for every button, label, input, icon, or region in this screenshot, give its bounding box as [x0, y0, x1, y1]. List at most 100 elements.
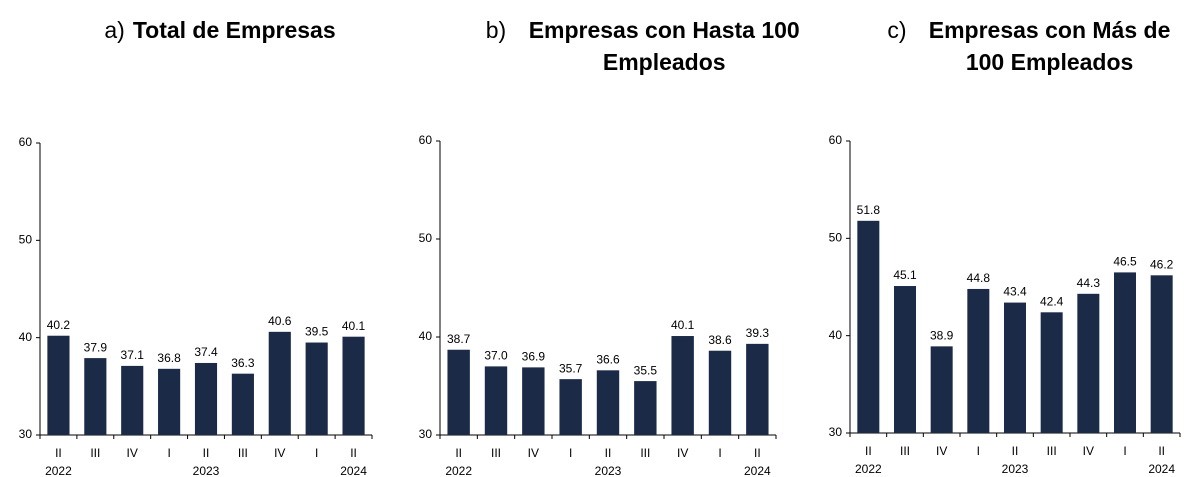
bar: [305, 342, 328, 435]
value-label: 39.3: [746, 326, 770, 340]
x-tick-label: I: [315, 446, 318, 460]
bar: [967, 288, 990, 433]
value-label: 40.1: [671, 318, 695, 332]
panel-label: b): [485, 17, 507, 43]
group-label: 2023: [595, 464, 622, 477]
chart-title: a) Total de Empresas: [40, 14, 400, 46]
y-tick-label: 50: [829, 231, 843, 245]
chart-title: c) Empresas con Más de 100 Empleados: [880, 14, 1192, 78]
group-label: 2022: [445, 464, 472, 477]
bar: [342, 336, 365, 435]
value-label: 37.0: [484, 349, 508, 363]
value-label: 45.1: [893, 268, 917, 282]
bar: [596, 370, 620, 435]
x-tick-label: IV: [936, 444, 947, 458]
x-tick-label: III: [640, 446, 650, 460]
bar: [84, 358, 107, 435]
value-label: 36.3: [231, 356, 255, 370]
value-label: 42.4: [1040, 294, 1064, 308]
x-tick-label: IV: [274, 446, 285, 460]
x-tick-label: II: [350, 446, 357, 460]
y-tick-label: 50: [419, 231, 433, 245]
bar: [746, 343, 769, 435]
y-tick-label: 30: [829, 425, 843, 439]
value-label: 44.8: [967, 271, 991, 285]
x-tick-label: I: [718, 446, 721, 460]
x-tick-label: III: [1047, 444, 1057, 458]
bar: [268, 331, 291, 435]
y-tick-label: 60: [829, 133, 843, 147]
bar: [194, 362, 218, 435]
bar: [1077, 293, 1100, 433]
x-tick-label: I: [977, 444, 980, 458]
value-label: 40.2: [47, 318, 71, 332]
bar: [930, 346, 953, 433]
y-tick-label: 60: [19, 135, 33, 149]
value-label: 37.9: [84, 340, 108, 354]
bar: [857, 220, 880, 433]
bar: [1114, 272, 1136, 433]
group-label: 2023: [1002, 462, 1029, 476]
value-label: 46.2: [1150, 257, 1174, 271]
bar: [231, 373, 254, 435]
x-tick-label: II: [203, 446, 210, 460]
x-tick-label: III: [491, 446, 501, 460]
panel-label: a): [104, 17, 125, 43]
panel-label: c): [887, 17, 907, 43]
x-tick-label: IV: [127, 446, 138, 460]
value-label: 38.9: [930, 329, 954, 343]
value-label: 40.1: [342, 319, 366, 333]
x-tick-label: II: [865, 444, 872, 458]
bar: [47, 335, 70, 435]
value-label: 37.1: [121, 348, 145, 362]
y-tick-label: 50: [19, 233, 33, 247]
x-tick-label: II: [754, 446, 761, 460]
x-tick-label: III: [238, 446, 248, 460]
value-label: 38.7: [447, 332, 471, 346]
chart-title: b) Empresas con Hasta 100 Empleados: [470, 14, 830, 78]
group-label: 2023: [193, 464, 220, 477]
group-label: 2024: [340, 464, 367, 477]
bar: [158, 368, 181, 435]
y-tick-label: 30: [19, 427, 33, 441]
value-label: 46.5: [1113, 255, 1137, 269]
x-tick-label: II: [455, 446, 462, 460]
bar: [671, 336, 694, 435]
x-tick-label: III: [900, 444, 910, 458]
y-tick-label: 40: [19, 330, 33, 344]
value-label: 37.4: [194, 345, 218, 359]
bar: [634, 381, 657, 435]
bar: [894, 286, 916, 433]
bar: [708, 350, 732, 435]
group-label: 2024: [1148, 462, 1175, 476]
bar: [1150, 275, 1173, 433]
x-tick-label: IV: [677, 446, 688, 460]
x-tick-label: II: [605, 446, 612, 460]
title-text: Empresas con Hasta 100 Empleados: [528, 17, 800, 75]
value-label: 51.8: [857, 203, 881, 217]
bar: [522, 367, 545, 435]
value-label: 36.6: [596, 352, 620, 366]
y-tick-label: 30: [419, 427, 433, 441]
x-tick-label: II: [1158, 444, 1165, 458]
value-label: 44.3: [1077, 276, 1101, 290]
bar: [559, 379, 582, 435]
x-tick-label: I: [1123, 444, 1126, 458]
x-tick-label: II: [1012, 444, 1019, 458]
y-tick-label: 40: [829, 328, 843, 342]
y-tick-label: 40: [419, 329, 433, 343]
value-label: 36.8: [157, 351, 181, 365]
value-label: 35.7: [559, 361, 583, 375]
bar: [447, 349, 470, 435]
x-tick-label: IV: [1083, 444, 1094, 458]
group-label: 2024: [744, 464, 771, 477]
bar: [121, 365, 144, 435]
value-label: 40.6: [268, 314, 292, 328]
value-label: 39.5: [305, 325, 329, 339]
group-label: 2022: [855, 462, 882, 476]
x-tick-label: IV: [528, 446, 539, 460]
value-label: 43.4: [1003, 285, 1027, 299]
value-label: 38.6: [708, 333, 732, 347]
